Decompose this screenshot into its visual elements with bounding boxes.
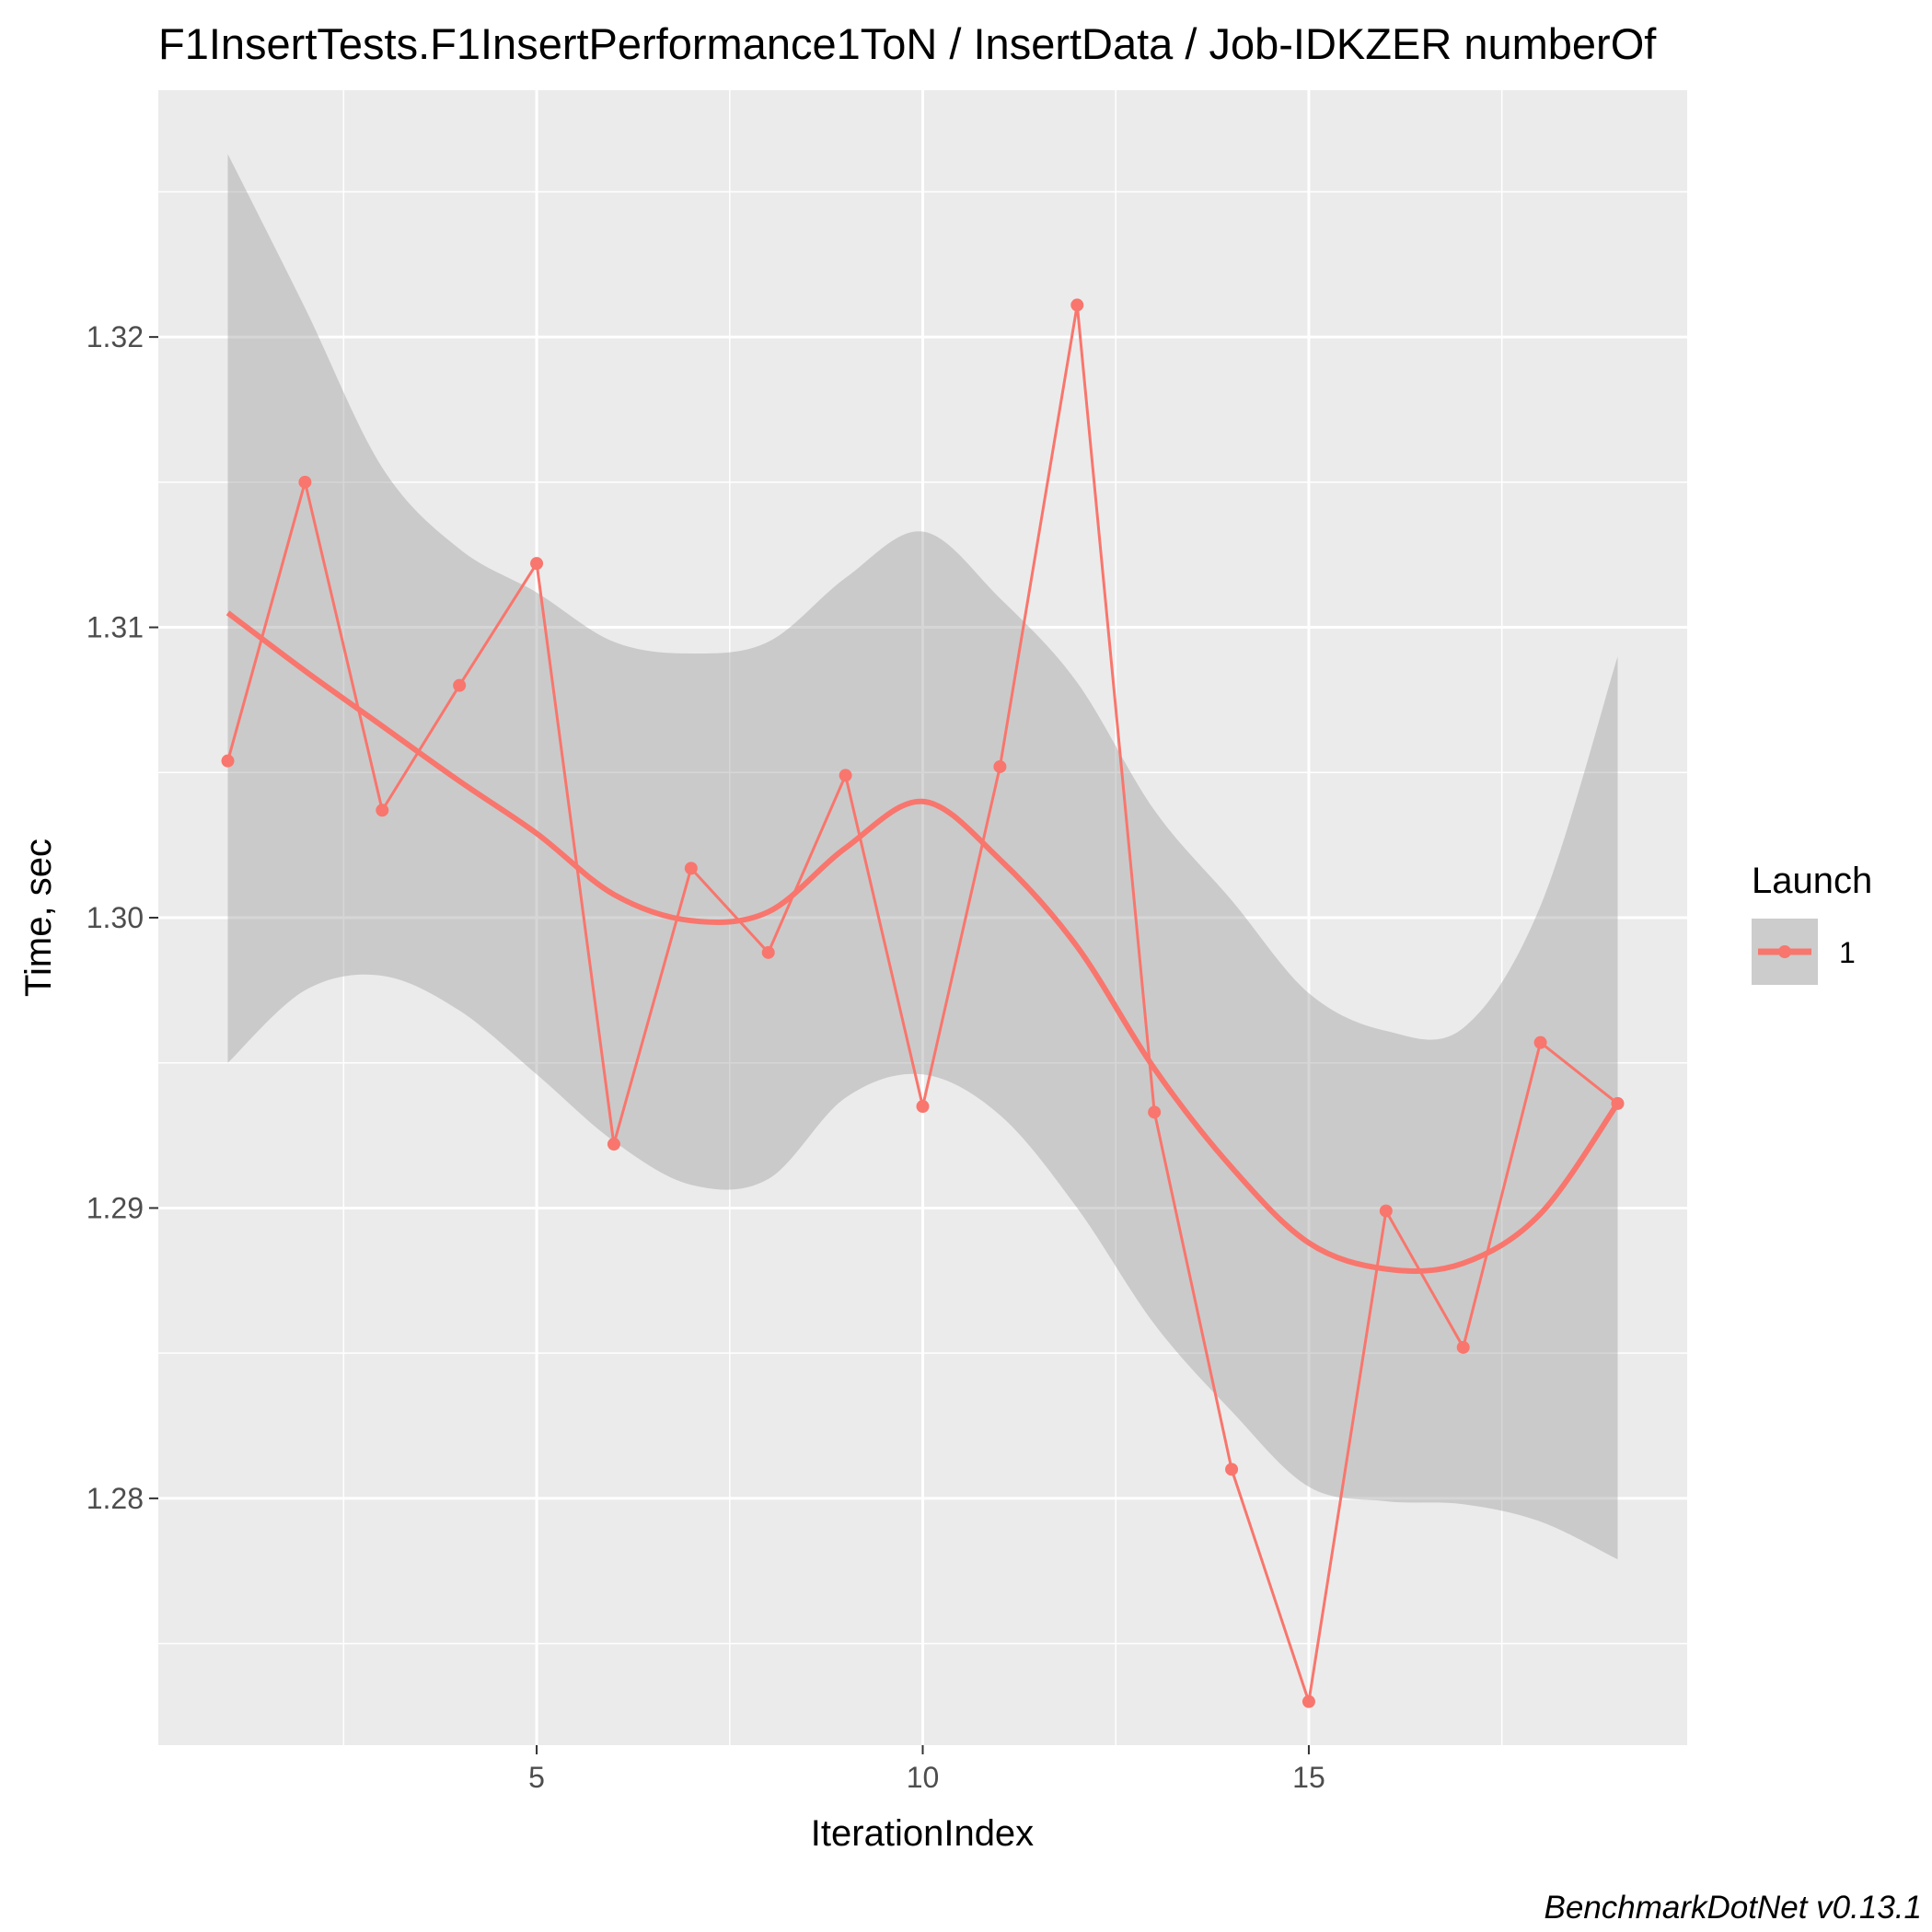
y-axis-ticks: 1.28 1.29 1.30 1.31 1.32 xyxy=(87,320,158,1515)
major-gridlines xyxy=(158,90,1687,1745)
data-point xyxy=(1070,298,1084,312)
data-point xyxy=(839,769,852,782)
y-axis-label: Time, sec xyxy=(18,839,59,997)
legend-key-point xyxy=(1778,945,1791,958)
legend-label: 1 xyxy=(1839,936,1856,969)
data-point xyxy=(298,475,312,489)
data-point xyxy=(1148,1105,1162,1119)
data-point xyxy=(221,754,235,768)
plot-panel xyxy=(158,90,1687,1745)
data-point xyxy=(993,759,1007,773)
data-point xyxy=(607,1138,620,1151)
y-tick-label: 1.29 xyxy=(87,1191,144,1224)
data-point xyxy=(916,1100,930,1114)
smooth-trend-line xyxy=(226,610,1620,1274)
data-point xyxy=(1456,1340,1470,1354)
data-point xyxy=(1379,1204,1393,1218)
x-axis-label: IterationIndex xyxy=(811,1813,1034,1854)
y-tick-label: 1.28 xyxy=(87,1482,144,1515)
data-point xyxy=(1533,1035,1547,1049)
data-points xyxy=(221,298,1625,1708)
data-point xyxy=(684,862,698,875)
data-point xyxy=(376,804,389,817)
caption: BenchmarkDotNet v0.13.1 xyxy=(1544,1890,1922,1926)
data-point xyxy=(1225,1463,1239,1476)
x-axis-ticks: 5 10 15 xyxy=(528,1745,1325,1794)
x-tick-label: 10 xyxy=(907,1761,940,1794)
y-tick-label: 1.30 xyxy=(87,901,144,934)
legend: Launch 1 xyxy=(1752,861,1872,985)
chart-title: F1InsertTests.F1InsertPerformance1ToN / … xyxy=(158,19,1657,68)
x-tick-label: 15 xyxy=(1292,1761,1325,1794)
legend-title: Launch xyxy=(1752,861,1872,901)
data-point xyxy=(1301,1695,1315,1708)
data-point xyxy=(530,557,544,571)
data-point xyxy=(453,678,467,692)
x-tick-label: 5 xyxy=(528,1761,545,1794)
data-point xyxy=(761,945,775,959)
y-tick-label: 1.31 xyxy=(87,611,144,644)
y-tick-label: 1.32 xyxy=(87,320,144,353)
